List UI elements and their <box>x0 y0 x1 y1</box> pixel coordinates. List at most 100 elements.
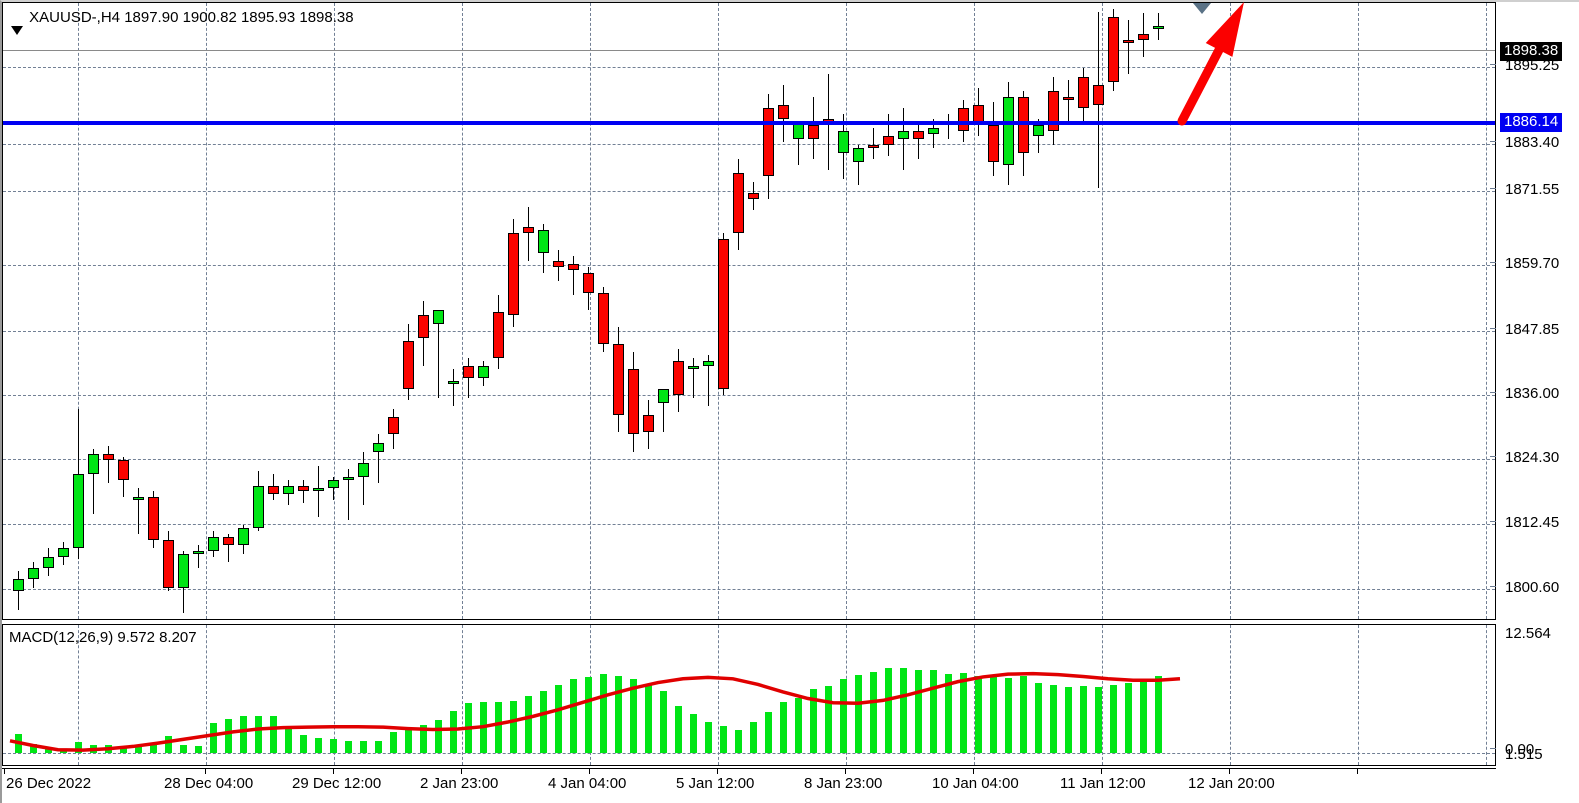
candle-body-bearish <box>808 125 819 140</box>
candle-body-bearish <box>418 315 429 338</box>
macd-histogram-bar <box>150 745 157 753</box>
candle-body-bearish <box>1018 96 1029 154</box>
macd-histogram-bar <box>960 673 967 753</box>
candle-body-bearish <box>1063 96 1074 100</box>
time-tick-mark <box>4 769 5 774</box>
candle-body-bullish <box>688 366 699 370</box>
candlestick <box>388 3 399 619</box>
vertical-gridline <box>334 3 335 619</box>
macd-histogram-bar <box>750 722 757 753</box>
candle-body-bearish <box>763 108 774 177</box>
candlestick <box>958 3 969 619</box>
macd-histogram-bar <box>615 675 622 753</box>
price-plot-area[interactable] <box>3 3 1495 619</box>
macd-tick: 12.564 <box>1496 626 1551 641</box>
macd-histogram-bar <box>45 748 52 753</box>
candlestick <box>238 3 249 619</box>
vertical-gridline <box>974 625 975 765</box>
time-tick-label: 5 Jan 12:00 <box>676 775 755 792</box>
candle-body-bearish <box>748 193 759 199</box>
candle-body-bearish <box>628 369 639 435</box>
candlestick <box>148 3 159 619</box>
price-tick: 1859.70 <box>1490 256 1559 271</box>
candle-body-bullish <box>28 567 39 580</box>
candle-body-bullish <box>538 230 549 253</box>
time-tick-mark <box>461 769 462 774</box>
time-axis[interactable]: 26 Dec 2022 28 Dec 04:00 29 Dec 12:00 2 Jan… <box>2 768 1496 803</box>
candle-wick <box>333 477 334 500</box>
candlestick <box>508 3 519 619</box>
price-tick-label: 1800.60 <box>1505 579 1560 596</box>
macd-indicator-pane[interactable]: MACD(12,26,9) 9.572 8.207 <box>2 624 1496 766</box>
candle-body-bearish <box>643 414 654 432</box>
candle-body-bullish <box>73 474 84 549</box>
tick-mark <box>1490 64 1496 65</box>
chart-title-text: XAUUSD-,H4 1897.90 1900.82 1895.93 1898.… <box>29 9 354 26</box>
candle-body-bearish <box>118 460 129 480</box>
candle-body-bearish <box>613 343 624 415</box>
macd-histogram-bar <box>1005 677 1012 753</box>
macd-histogram-bar <box>270 716 277 753</box>
macd-histogram-bar <box>810 689 817 753</box>
tick-mark <box>1490 521 1496 522</box>
candlestick <box>193 3 204 619</box>
horizontal-level-line[interactable] <box>3 121 1495 125</box>
vertical-gridline <box>1102 625 1103 765</box>
macd-histogram-bar <box>420 724 427 753</box>
candlestick <box>88 3 99 619</box>
macd-scale[interactable]: 12.564 0.00 1.515 <box>1490 624 1577 766</box>
candle-wick <box>708 355 709 407</box>
level-line-badge[interactable]: 1886.14 <box>1500 113 1563 132</box>
macd-histogram-bar <box>225 719 232 753</box>
candle-body-bullish <box>1003 96 1014 165</box>
candlestick <box>463 3 474 619</box>
macd-histogram-bar <box>435 720 442 753</box>
candlestick <box>13 3 24 619</box>
candle-body-bearish <box>1138 34 1149 41</box>
candle-wick <box>663 391 664 432</box>
candlestick <box>553 3 564 619</box>
macd-histogram-bar <box>165 736 172 753</box>
macd-histogram-bar <box>645 685 652 753</box>
macd-signal-line <box>9 671 1181 752</box>
price-tick-label: 1847.85 <box>1505 321 1560 338</box>
candle-body-bearish <box>148 496 159 540</box>
candlestick <box>493 3 504 619</box>
time-tick-mark <box>973 769 974 774</box>
macd-histogram-bar <box>450 710 457 753</box>
tick-mark <box>1490 456 1496 457</box>
horizontal-gridline <box>3 589 1495 590</box>
horizontal-gridline <box>3 524 1495 525</box>
vertical-gridline <box>718 625 719 765</box>
candle-wick <box>198 545 199 568</box>
candle-wick <box>468 357 469 398</box>
candle-wick <box>903 108 904 171</box>
candle-wick <box>1038 119 1039 154</box>
candle-body-bullish <box>43 556 54 568</box>
candlestick <box>118 3 129 619</box>
time-tick-label: 11 Jan 12:00 <box>1060 775 1146 792</box>
candlestick <box>328 3 339 619</box>
macd-histogram-bar <box>1035 682 1042 753</box>
price-chart-pane[interactable]: XAUUSD-,H4 1897.90 1900.82 1895.93 1898.… <box>2 2 1496 620</box>
price-tick: 1847.85 <box>1490 321 1560 338</box>
candlestick <box>988 3 999 619</box>
sell-marker-icon[interactable] <box>1193 3 1211 14</box>
candle-wick <box>948 113 949 140</box>
candlestick <box>43 3 54 619</box>
candlestick <box>898 3 909 619</box>
candle-body-bearish <box>508 232 519 316</box>
candlestick <box>433 3 444 619</box>
candlestick <box>613 3 624 619</box>
price-scale[interactable]: 1895.25 1883.40 1871.55 1859.70 1847.85 1836.… <box>1490 2 1577 620</box>
candle-body-bearish <box>103 454 114 461</box>
macd-histogram-bar <box>1125 683 1132 753</box>
candlestick <box>1063 3 1074 619</box>
candle-body-bullish <box>343 477 354 481</box>
candlestick <box>643 3 654 619</box>
candlestick <box>688 3 699 619</box>
time-tick-label: 8 Jan 23:00 <box>804 775 883 792</box>
candle-body-bullish <box>448 380 459 384</box>
macd-plot-area[interactable] <box>3 625 1495 765</box>
macd-histogram-bar <box>210 722 217 753</box>
